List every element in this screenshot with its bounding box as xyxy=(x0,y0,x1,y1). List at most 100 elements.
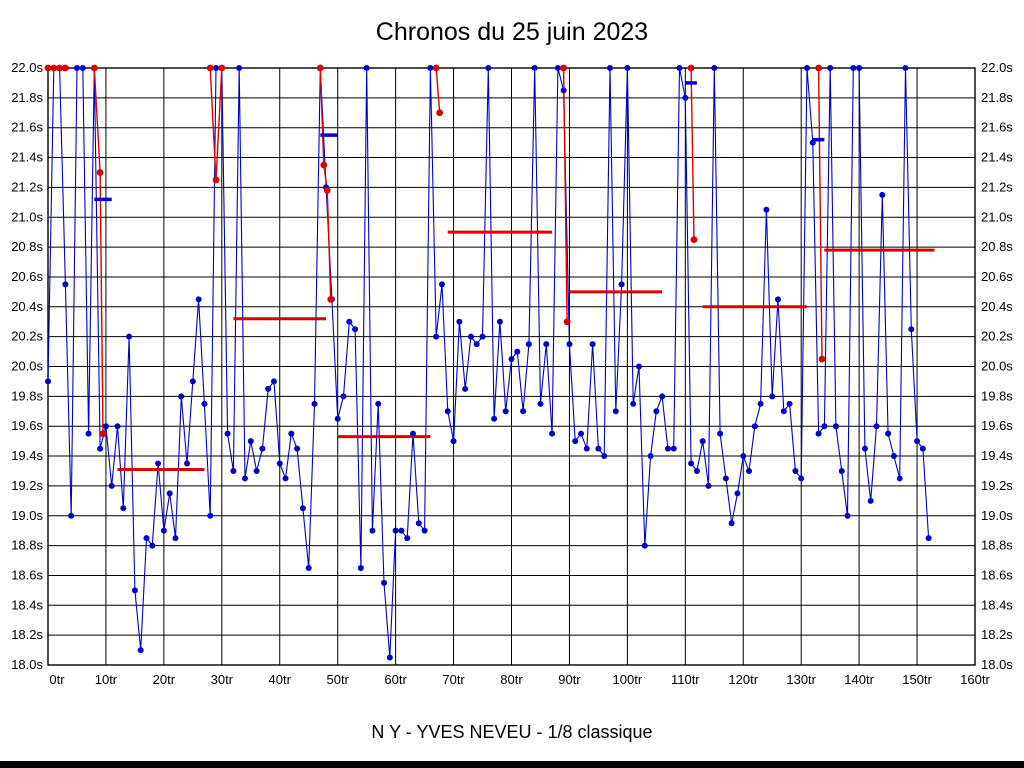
y-axis-tick-label-left: 21.0s xyxy=(11,209,43,224)
y-axis-tick-label-right: 20.0s xyxy=(981,359,1013,374)
pit-point xyxy=(212,176,220,184)
lap-point xyxy=(890,453,897,460)
lap-point xyxy=(688,460,695,467)
y-axis-tick-label-right: 20.4s xyxy=(981,299,1013,314)
y-axis-tick-label-left: 20.2s xyxy=(11,329,43,344)
lap-point xyxy=(97,445,104,452)
y-axis-tick-label-right: 19.4s xyxy=(981,448,1013,463)
driver-label: N Y - YVES NEVEU - 1/8 classique xyxy=(371,722,653,742)
y-axis-tick-label-left: 18.2s xyxy=(11,627,43,642)
lap-point xyxy=(705,482,712,489)
y-axis-tick-label-right: 20.6s xyxy=(981,269,1013,284)
lap-point xyxy=(207,512,214,519)
y-axis-tick-label-left: 20.6s xyxy=(11,269,43,284)
pit-trace-line xyxy=(319,67,332,300)
pit-point xyxy=(436,109,444,117)
y-axis-tick-label-left: 18.8s xyxy=(11,538,43,553)
lap-point xyxy=(467,333,474,340)
lap-point xyxy=(68,512,75,519)
lap-point xyxy=(213,65,220,71)
lap-point xyxy=(294,445,301,452)
lap-point xyxy=(925,535,932,542)
pit-point xyxy=(61,64,69,72)
lap-point xyxy=(108,482,115,489)
lap-point xyxy=(375,400,382,407)
pit-point xyxy=(432,64,440,72)
lap-point xyxy=(775,296,782,303)
lap-point xyxy=(728,520,735,527)
lap-point xyxy=(473,341,480,348)
lap-point xyxy=(276,460,283,467)
lap-point xyxy=(838,467,845,474)
lap-point xyxy=(450,438,457,445)
lap-point xyxy=(143,535,150,542)
y-axis-tick-label-right: 18.6s xyxy=(981,567,1013,582)
lap-point xyxy=(867,497,874,504)
lap-point xyxy=(282,475,289,482)
lap-point xyxy=(896,475,903,482)
x-axis-tick-label: 80tr xyxy=(500,672,523,687)
lap-point xyxy=(914,438,921,445)
lap-point xyxy=(647,453,654,460)
lap-point xyxy=(496,318,503,325)
y-axis-tick-label-right: 19.2s xyxy=(981,478,1013,493)
lap-point xyxy=(166,490,173,497)
lap-point xyxy=(299,505,306,512)
lap-point xyxy=(427,65,434,71)
lap-point xyxy=(178,393,185,400)
pit-point xyxy=(99,430,107,438)
lap-point xyxy=(572,438,579,445)
y-axis-tick-label-right: 20.8s xyxy=(981,239,1013,254)
lap-point xyxy=(85,430,92,437)
y-axis-tick-label-right: 18.8s xyxy=(981,538,1013,553)
lap-point xyxy=(438,281,445,288)
lap-point xyxy=(404,535,411,542)
y-axis-tick-label-right: 21.6s xyxy=(981,120,1013,135)
lap-point xyxy=(462,385,469,392)
lap-point xyxy=(433,333,440,340)
y-axis-tick-label-right: 22.0s xyxy=(981,60,1013,75)
lap-point xyxy=(844,512,851,519)
lap-point xyxy=(815,430,822,437)
y-axis-tick-label-right: 19.8s xyxy=(981,388,1013,403)
lap-point xyxy=(45,378,51,385)
y-axis-tick-label-left: 18.0s xyxy=(11,657,43,672)
lap-point xyxy=(184,460,191,467)
y-axis-tick-label-left: 18.6s xyxy=(11,567,43,582)
lap-point xyxy=(236,65,243,71)
lap-point xyxy=(630,400,637,407)
lap-point xyxy=(711,65,718,71)
lap-point xyxy=(201,400,208,407)
pit-point xyxy=(690,236,698,244)
lap-point xyxy=(798,475,805,482)
y-axis-tick-label-left: 21.6s xyxy=(11,120,43,135)
lap-point xyxy=(114,423,121,430)
lap-point xyxy=(259,445,266,452)
pit-trace-line xyxy=(435,67,441,113)
lap-point xyxy=(612,408,619,415)
pit-point xyxy=(96,169,104,176)
lap-point xyxy=(919,445,926,452)
lap-point xyxy=(693,467,700,474)
x-axis-tick-label: 70tr xyxy=(442,672,465,687)
lap-point xyxy=(149,542,156,549)
pit-point xyxy=(563,318,571,326)
lap-point xyxy=(247,438,254,445)
x-axis-tick-label: 20tr xyxy=(153,672,176,687)
lap-point xyxy=(508,356,515,363)
lap-point xyxy=(531,65,538,71)
lap-point xyxy=(352,326,359,333)
lap-point xyxy=(392,527,399,534)
y-axis-tick-label-left: 20.4s xyxy=(11,299,43,314)
lap-point xyxy=(908,326,915,333)
lap-point xyxy=(879,191,886,198)
lap-point xyxy=(456,318,463,325)
lap-point xyxy=(537,400,544,407)
lap-point xyxy=(595,445,602,452)
lap-point xyxy=(491,415,498,422)
lap-point xyxy=(670,445,677,452)
lap-point xyxy=(664,445,671,452)
y-axis-tick-label-right: 18.0s xyxy=(981,657,1013,672)
lap-point xyxy=(195,296,202,303)
